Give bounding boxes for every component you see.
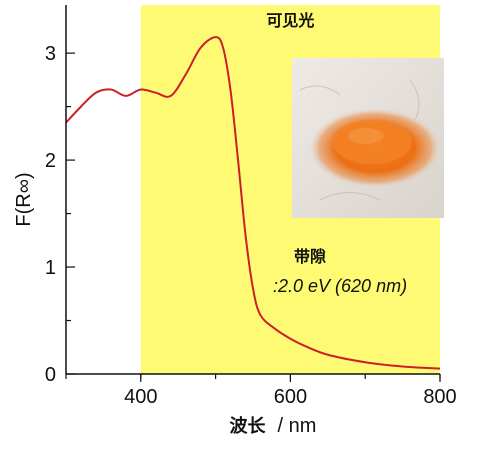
orange-powder-photo <box>292 58 444 218</box>
x-tick-label: 400 <box>124 386 157 408</box>
y-tick-label: 1 <box>45 257 56 279</box>
x-axis-label-unit: / nm <box>278 415 317 437</box>
y-tick-label: 0 <box>45 364 56 386</box>
y-tick-label: 2 <box>45 150 56 172</box>
x-axis-label: 波长 / nm <box>230 415 317 437</box>
y-tick-label: 3 <box>45 43 56 65</box>
y-axis-label: F(R∞) <box>13 172 35 226</box>
bandgap-value: :2.0 eV (620 nm) <box>273 276 407 296</box>
x-tick-label: 800 <box>423 386 456 408</box>
x-tick-label: 600 <box>274 386 307 408</box>
x-axis-label-main: 波长 <box>230 415 267 437</box>
bandgap-title: 带隙 <box>294 247 326 266</box>
visible-light-label: 可见光 <box>266 11 314 30</box>
axis-ticks: 400 600 800 0 1 2 3 <box>45 43 457 408</box>
spectrum-line <box>65 36 441 370</box>
